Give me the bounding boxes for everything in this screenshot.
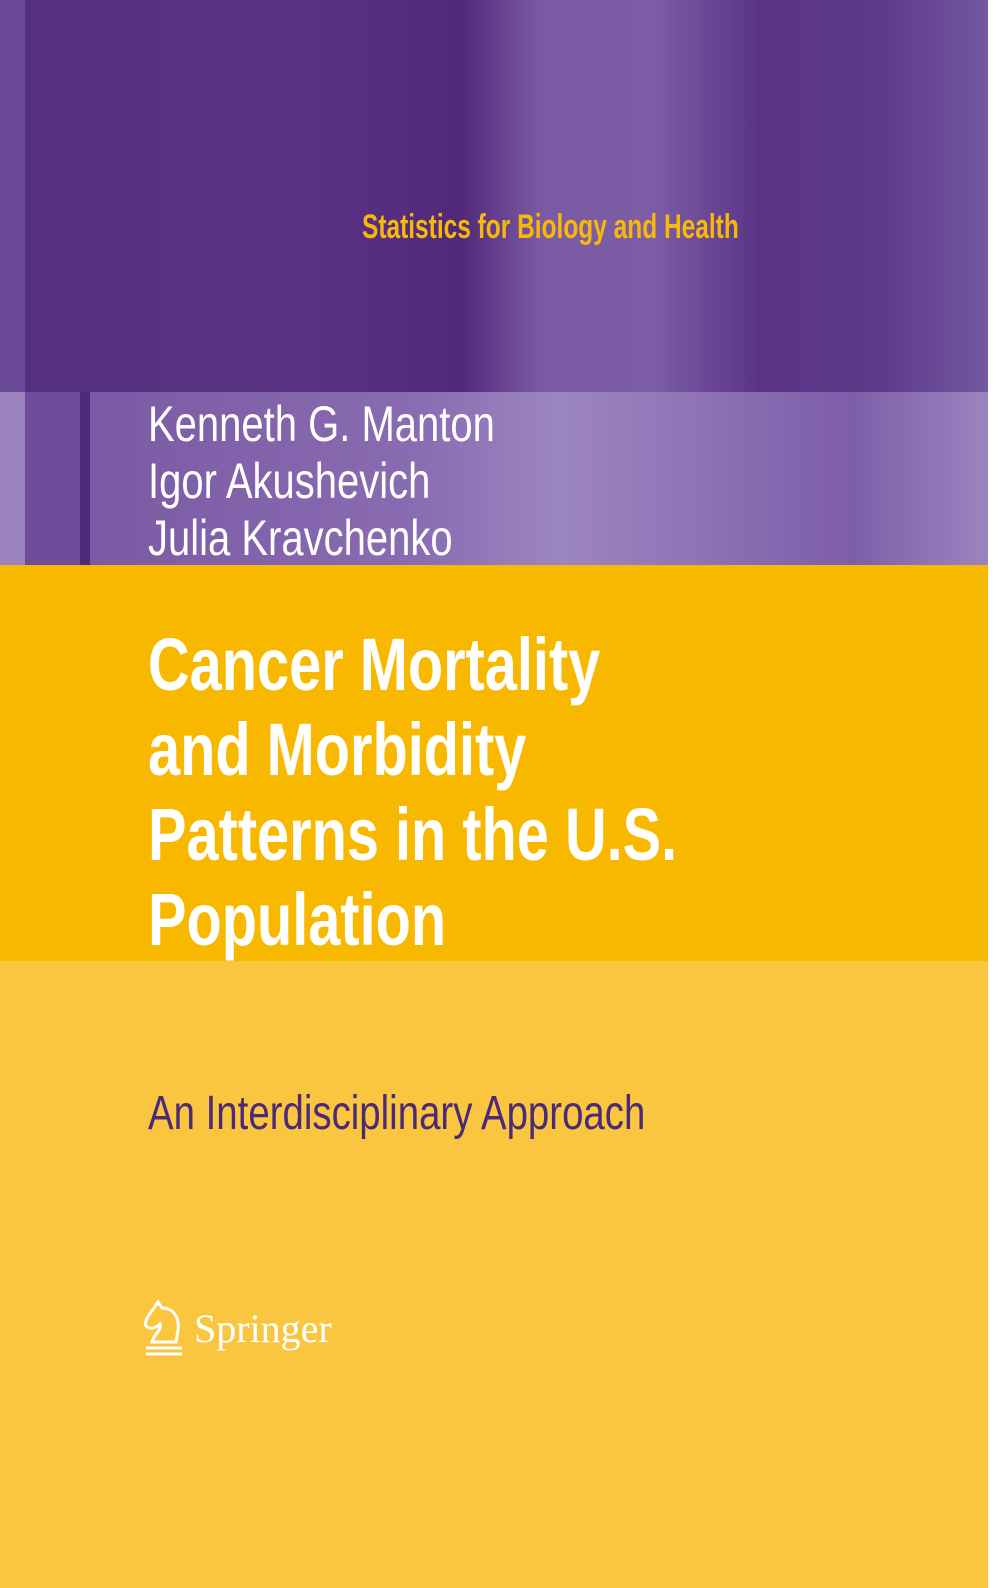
springer-horse-icon (144, 1300, 182, 1356)
series-name: Statistics for Biology and Health (362, 208, 739, 246)
authors: Kenneth G. Manton Igor Akushevich Julia … (148, 396, 495, 567)
book-title: Cancer Mortality and Morbidity Patterns … (148, 622, 677, 962)
publisher-name: Springer (194, 1305, 332, 1351)
author: Igor Akushevich (148, 453, 431, 509)
author-band (0, 392, 988, 565)
title-line: Cancer Mortality (148, 623, 601, 706)
publisher-logo: Springer (140, 1300, 332, 1356)
lower-band (0, 961, 988, 1588)
purple-header-block (0, 0, 988, 392)
book-subtitle: An Interdisciplinary Approach (148, 1087, 646, 1140)
author: Kenneth G. Manton (148, 396, 495, 452)
title-line: Patterns in the U.S. (148, 793, 678, 876)
title-band (0, 565, 988, 961)
title-line: and Morbidity (148, 708, 527, 791)
title-line: Population (148, 878, 447, 961)
author: Julia Kravchenko (148, 510, 453, 566)
